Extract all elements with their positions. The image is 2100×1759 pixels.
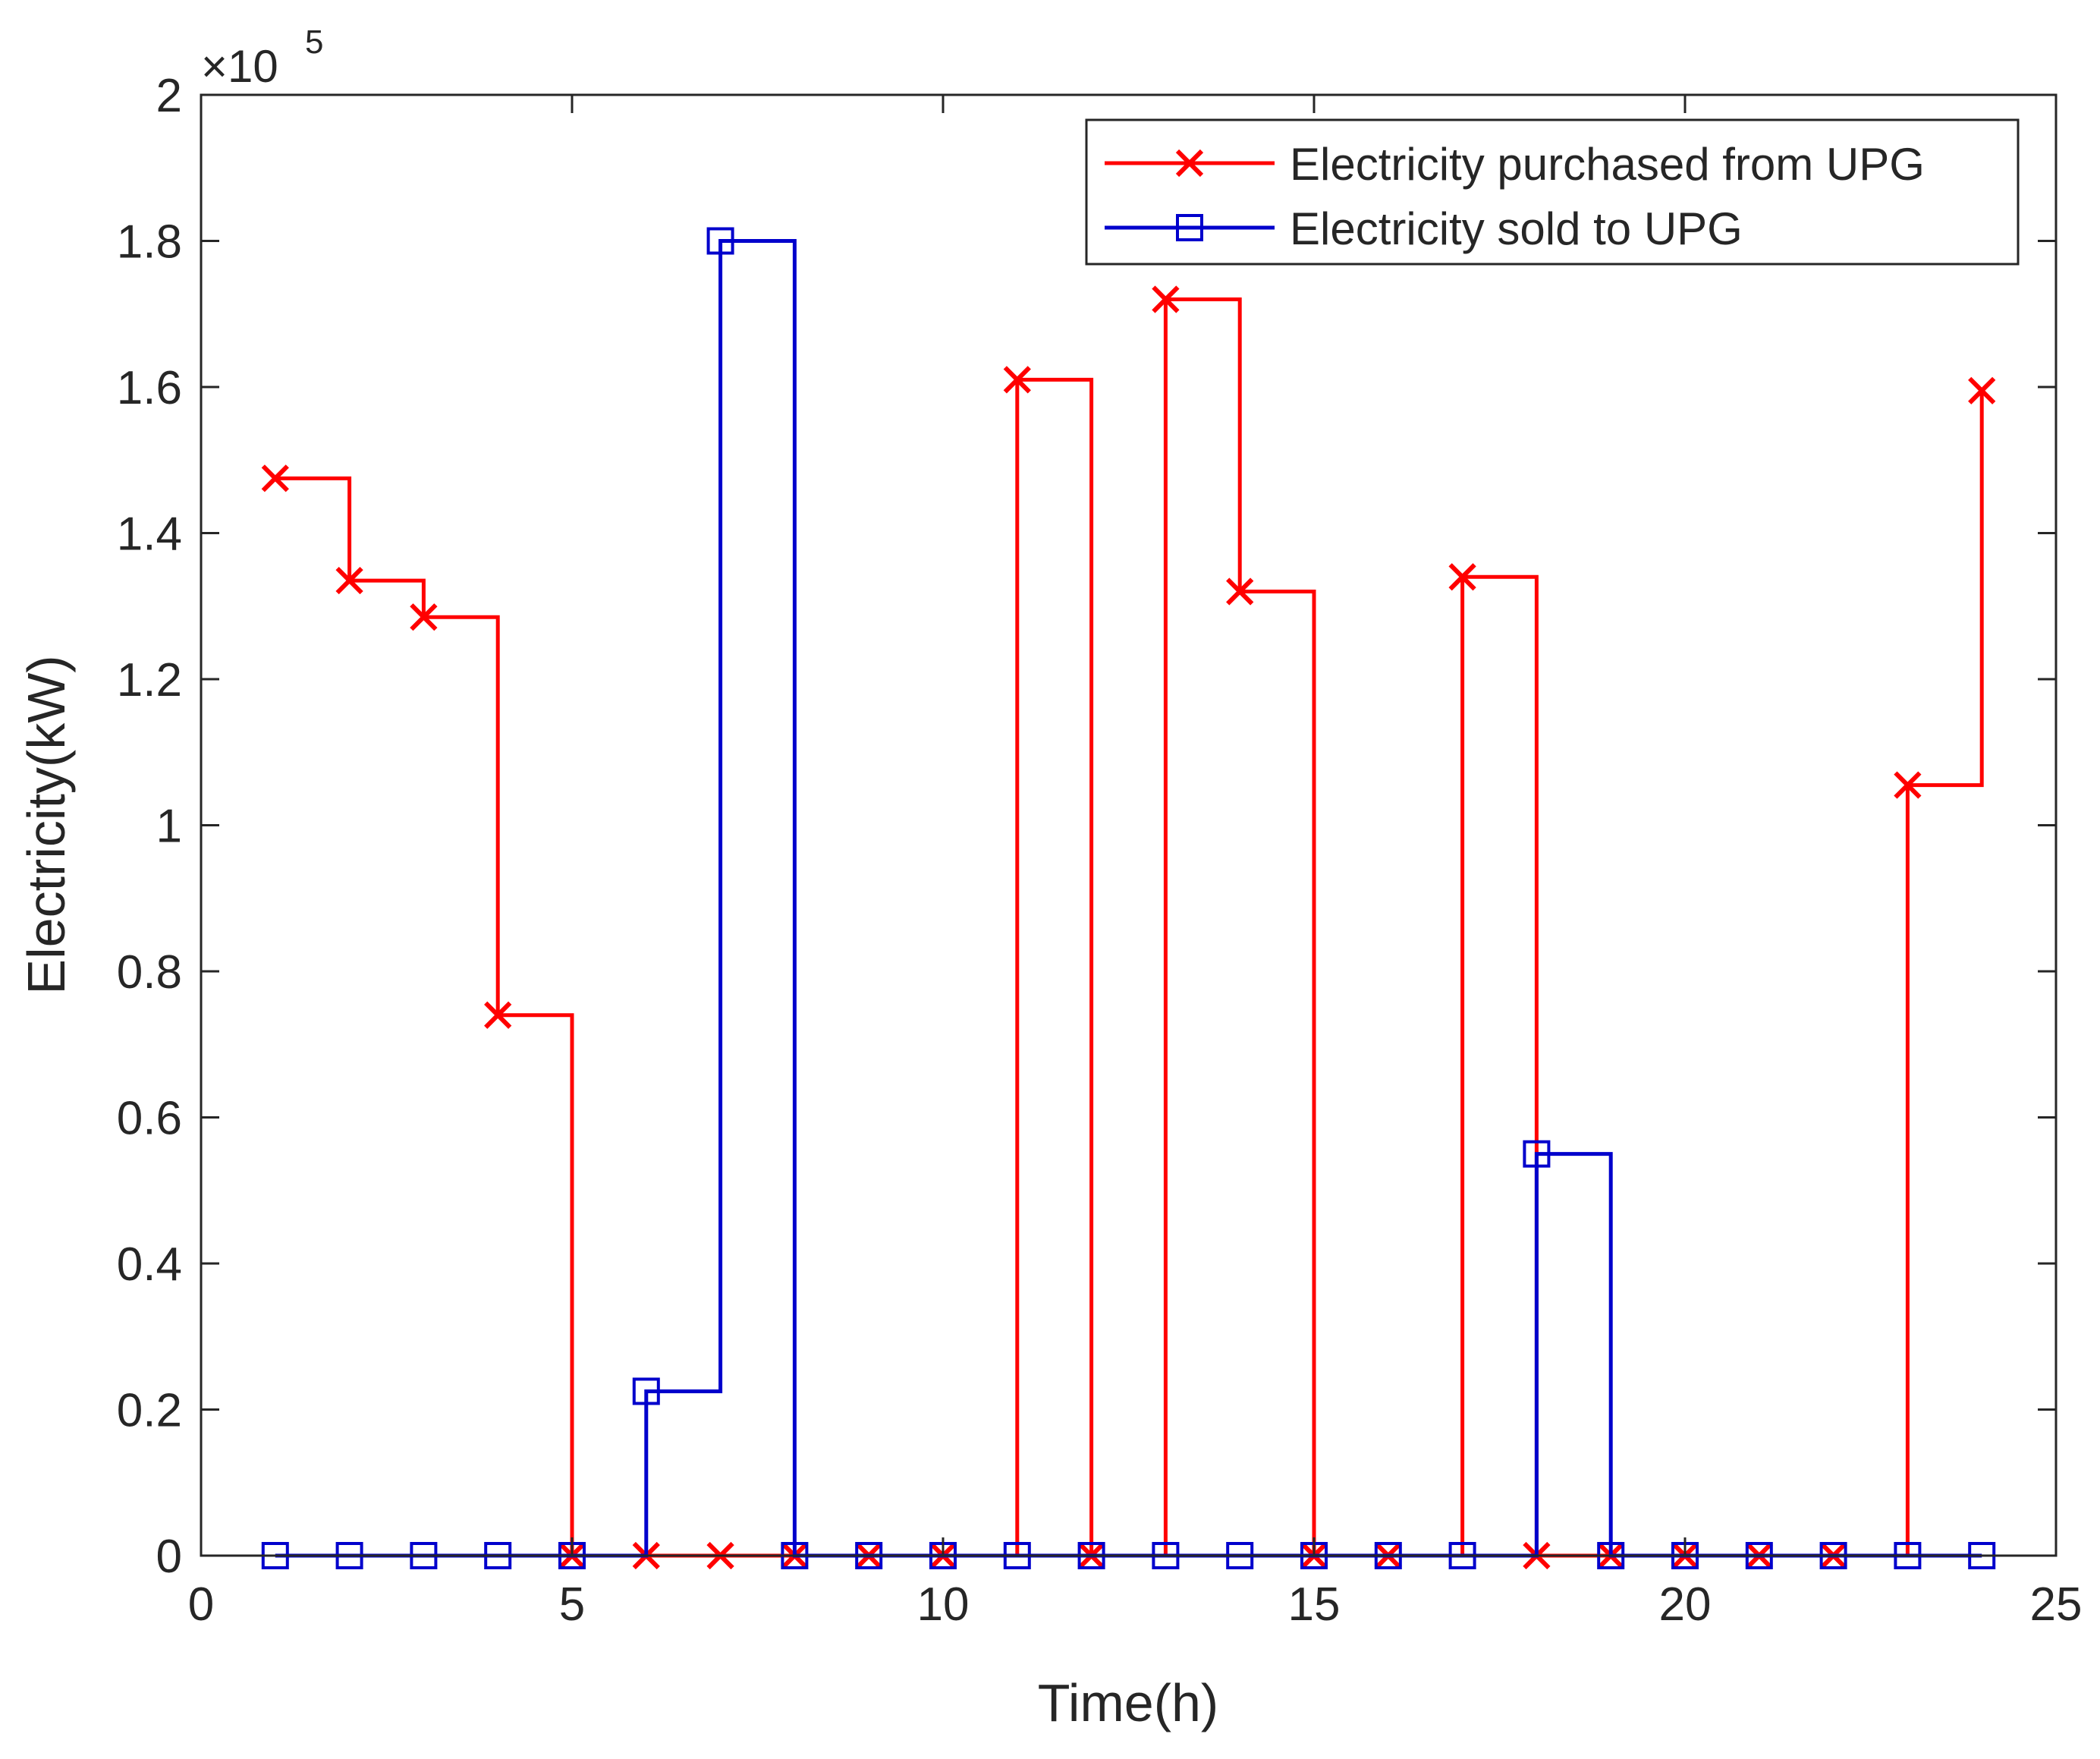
point-purchased-14 xyxy=(1226,577,1254,606)
point-purchased-4 xyxy=(484,1001,512,1029)
x-tick-label-1: 5 xyxy=(559,1578,585,1631)
y-tick-label-4: 0.8 xyxy=(117,946,182,999)
legend-marker-square xyxy=(1176,214,1203,241)
x-axis-label: Time(h) xyxy=(1038,1673,1219,1732)
y-tick-label-7: 1.4 xyxy=(117,508,182,561)
y-tick-label-6: 1.2 xyxy=(117,654,182,706)
point-purchased-11 xyxy=(1003,366,1031,394)
y-tick-label-10: 2 xyxy=(156,70,182,122)
y-tick-label-5: 1 xyxy=(156,801,182,853)
point-sold-18 xyxy=(1523,1140,1551,1168)
point-purchased-17 xyxy=(1448,563,1476,591)
legend-marker-x xyxy=(1175,149,1204,178)
legend-box xyxy=(1085,118,2020,266)
y-tick-label-8: 1.6 xyxy=(117,362,182,414)
point-purchased-13 xyxy=(1152,285,1180,313)
point-purchased-23 xyxy=(1894,771,1922,799)
y-exponent-base: ×10 xyxy=(201,41,278,92)
y-exponent: ×10 5 xyxy=(201,24,323,92)
point-purchased-3 xyxy=(410,603,438,631)
plot-area xyxy=(201,95,2056,1556)
legend-label-purchased: Electricity purchased from UPG xyxy=(1290,139,1925,190)
y-tick-label-2: 0.4 xyxy=(117,1238,182,1291)
legend-item-sold: Electricity sold to UPG xyxy=(1105,203,1743,254)
point-purchased-24 xyxy=(1968,376,1996,404)
x-tick-label-4: 20 xyxy=(1659,1578,1712,1631)
point-sold-6 xyxy=(632,1377,660,1405)
legend-item-purchased: Electricity purchased from UPG xyxy=(1105,139,1925,190)
y-exponent-power: 5 xyxy=(305,24,323,61)
y-axis-label: Electricity(kW) xyxy=(17,655,76,994)
legend-label-sold: Electricity sold to UPG xyxy=(1290,203,1743,254)
tick-layer: 0 5 10 15 20 25 0 0.2 0.4 0.6 0.8 1 1.2 1.4 1.6 1.8 2 xyxy=(117,70,2083,1631)
point-purchased-2 xyxy=(335,566,363,595)
x-tick-label-2: 10 xyxy=(917,1578,970,1631)
point-sold-7 xyxy=(706,227,734,255)
x-tick-label-5: 25 xyxy=(2030,1578,2083,1631)
y-tick-label-3: 0.6 xyxy=(117,1093,182,1145)
legend: Electricity purchased from UPG Electrici… xyxy=(1085,118,2020,266)
y-tick-label-0: 0 xyxy=(156,1531,182,1583)
x-tick-label-0: 0 xyxy=(188,1578,214,1631)
x-tick-label-3: 15 xyxy=(1288,1578,1341,1631)
point-purchased-1 xyxy=(261,464,289,492)
y-tick-label-1: 0.2 xyxy=(117,1385,182,1437)
y-tick-label-9: 1.8 xyxy=(117,216,182,269)
